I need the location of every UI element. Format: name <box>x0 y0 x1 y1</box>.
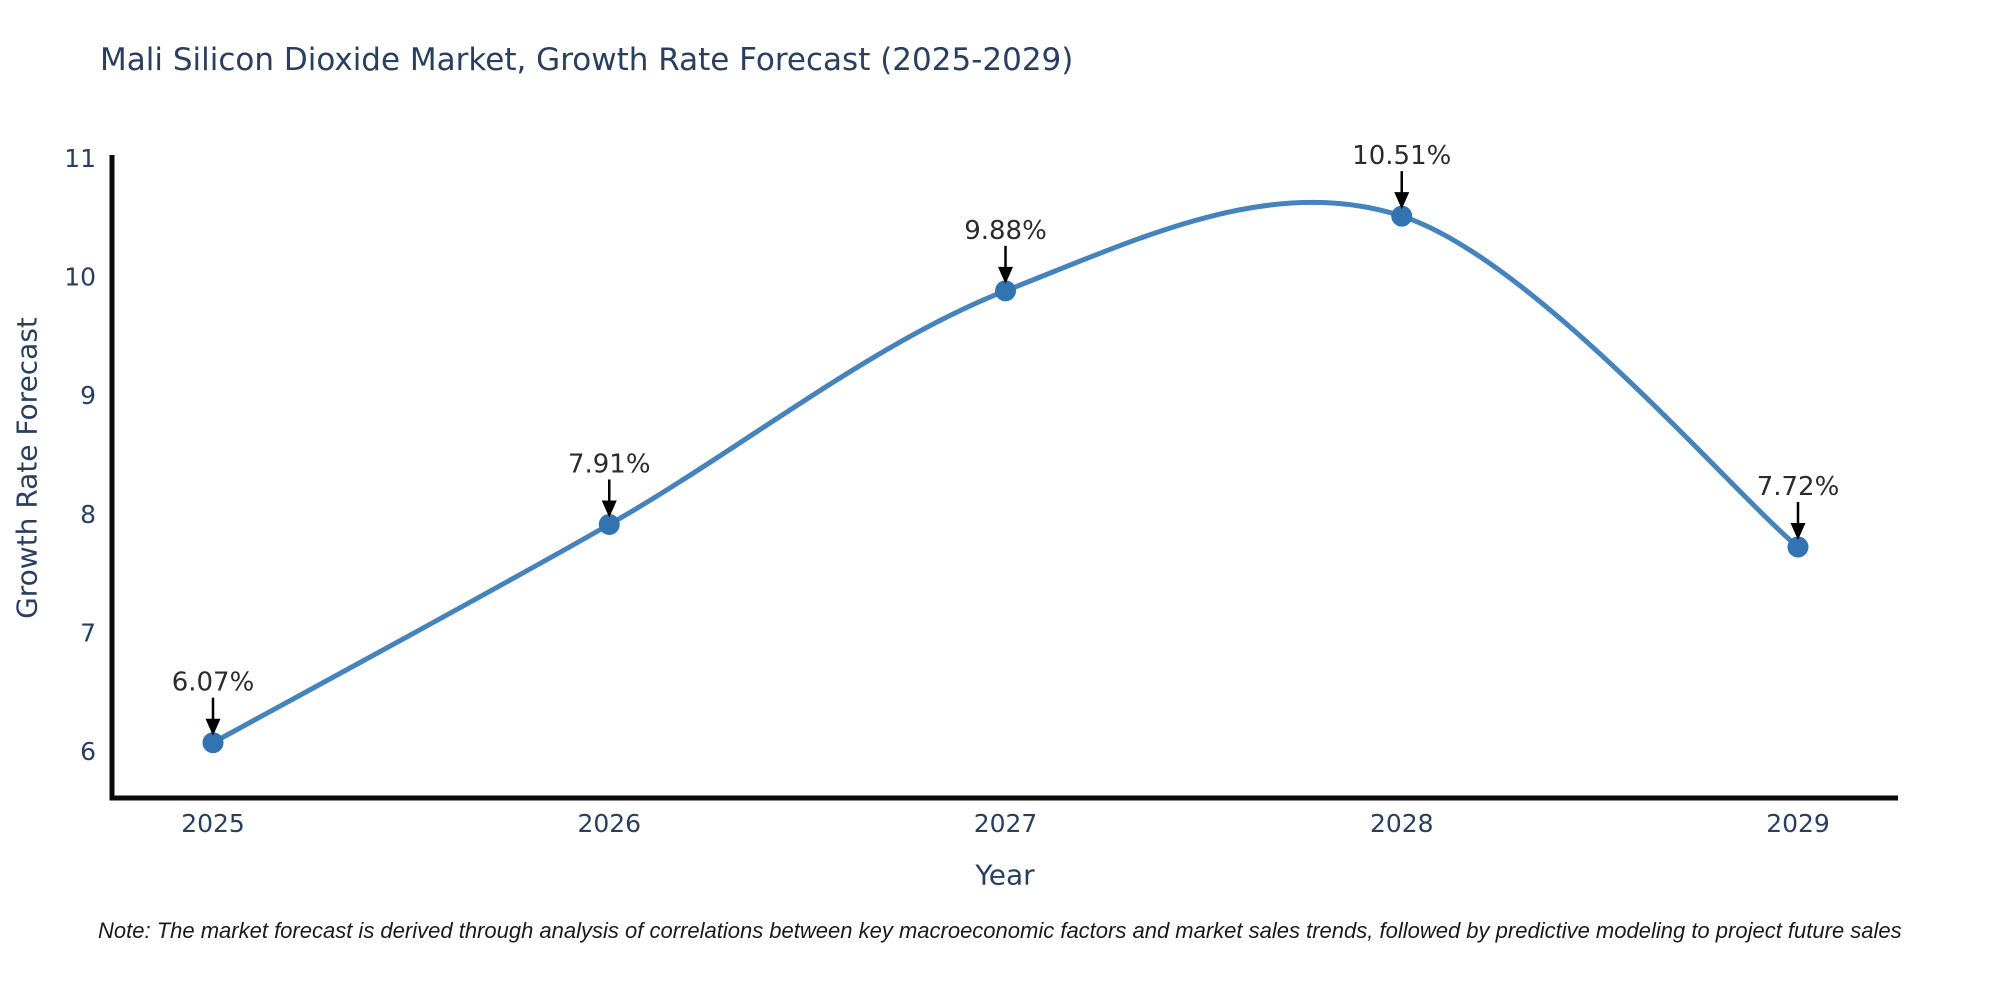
data-point-marker <box>1787 536 1809 558</box>
annotation-arrow-head <box>601 500 617 518</box>
y-tick-label: 6 <box>80 737 96 766</box>
point-value-label: 6.07% <box>172 668 255 698</box>
chart-title: Mali Silicon Dioxide Market, Growth Rate… <box>100 42 1074 78</box>
x-tick-label: 2028 <box>1370 809 1434 838</box>
point-value-label: 7.72% <box>1757 472 1840 502</box>
x-tick-label: 2025 <box>181 809 245 838</box>
data-point-marker <box>995 280 1016 302</box>
y-tick-label: 9 <box>80 381 96 410</box>
point-value-label: 9.88% <box>964 216 1047 246</box>
data-point-marker <box>598 513 620 535</box>
x-tick-label: 2027 <box>974 809 1038 838</box>
data-point-marker <box>202 732 224 754</box>
annotation-arrow-head <box>1394 192 1410 210</box>
y-tick-label: 10 <box>64 263 96 292</box>
footnote: Note: The market forecast is derived thr… <box>98 918 1902 943</box>
point-value-label: 10.51% <box>1352 141 1451 171</box>
annotation-arrow-head <box>1790 523 1806 541</box>
x-tick-label: 2026 <box>577 809 641 838</box>
point-value-label: 7.91% <box>568 449 651 479</box>
y-tick-label: 8 <box>80 500 96 529</box>
annotation-arrow-head <box>205 718 221 736</box>
data-point-marker <box>1391 205 1413 227</box>
y-tick-label: 11 <box>64 144 96 173</box>
y-tick-label: 7 <box>80 618 96 647</box>
x-axis-title: Year <box>975 858 1035 892</box>
x-tick-label: 2029 <box>1766 809 1830 838</box>
annotation-arrow-head <box>998 266 1013 284</box>
